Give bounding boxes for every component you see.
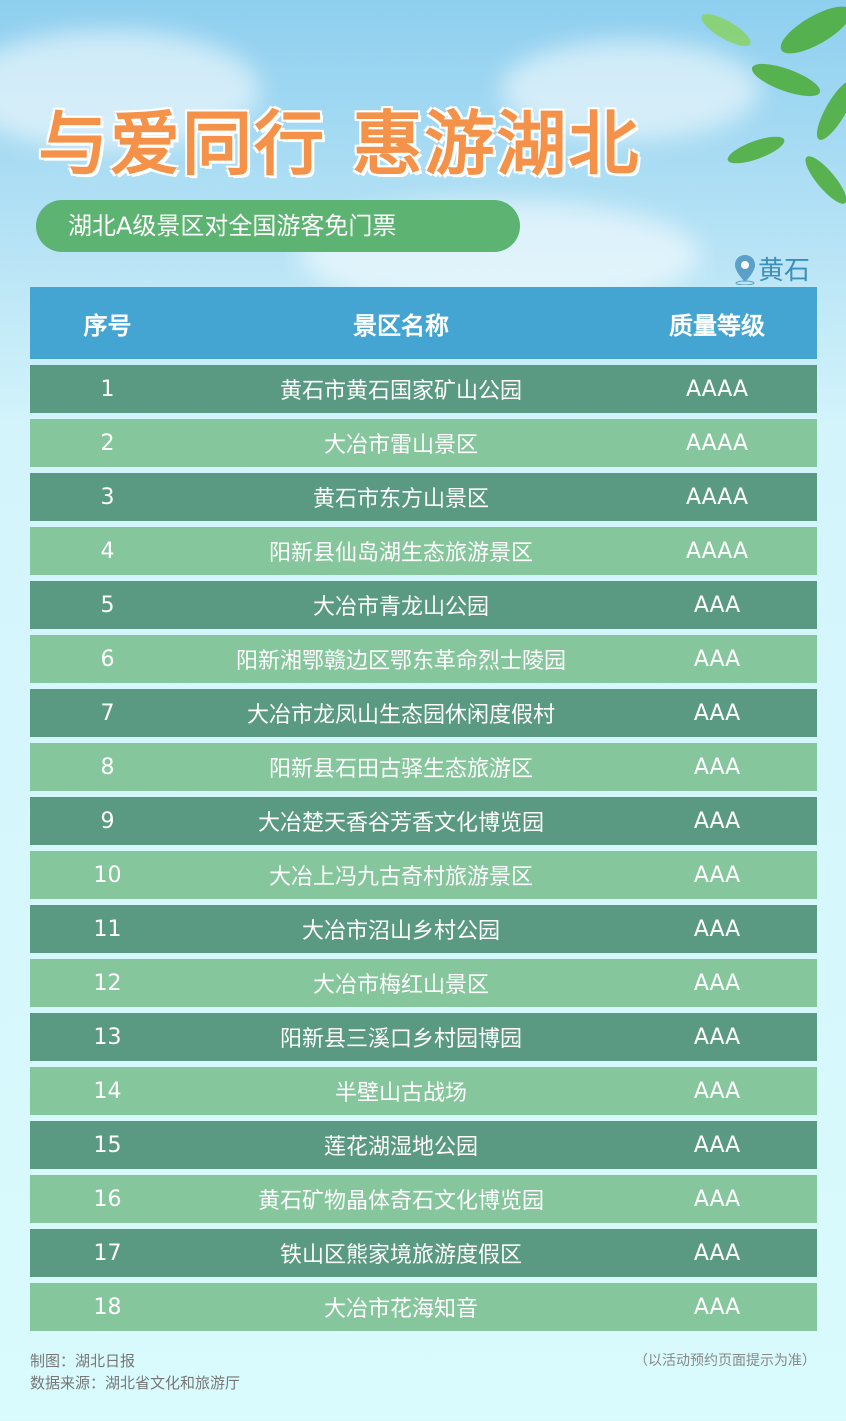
cell-grade: AAA (693, 592, 741, 618)
cell-name: 莲花湖湿地公园 (323, 1135, 478, 1160)
cell-grade: AAA (693, 754, 741, 780)
table-row: 3 黄石市东方山景区 AAAA (30, 473, 817, 521)
cell-number: 3 (100, 484, 115, 510)
cell-grade: AAA (693, 700, 741, 726)
location-label: 黄石 (732, 250, 810, 287)
cell-name: 黄石矿物晶体奇石文化博览园 (257, 1189, 544, 1214)
column-header-number: 序号 (83, 311, 132, 340)
data-source: 数据来源：湖北省文化和旅游厅 (30, 1374, 241, 1392)
cell-number: 15 (93, 1132, 122, 1158)
cell-number: 11 (93, 916, 122, 942)
cloud (500, 40, 760, 140)
location-pin-icon (734, 254, 755, 285)
cell-name: 阳新县石田古驿生态旅游区 (268, 757, 533, 782)
cell-grade: AAAA (685, 376, 749, 402)
cell-grade: AAA (693, 808, 741, 834)
cell-number: 17 (93, 1240, 122, 1266)
subtitle-banner: 湖北A级景区对全国游客免门票 (36, 200, 520, 252)
cell-number: 14 (93, 1078, 122, 1104)
cell-name: 大冶楚天香谷芳香文化博览园 (257, 811, 544, 836)
cell-name: 阳新县三溪口乡村园博园 (279, 1027, 522, 1052)
page-title: 与爱同行 惠游湖北 (38, 103, 641, 185)
footer: 制图：湖北日报 数据来源：湖北省文化和旅游厅 (30, 1350, 240, 1394)
table-row: 8 阳新县石田古驿生态旅游区 AAA (30, 743, 817, 791)
column-header-name: 景区名称 (353, 311, 449, 340)
cell-name: 黄石市黄石国家矿山公园 (279, 379, 522, 404)
cell-grade: AAAA (685, 430, 749, 456)
cell-grade: AAA (693, 1024, 741, 1050)
cell-grade: AAA (693, 916, 741, 942)
cell-grade: AAAA (685, 538, 749, 564)
table-row: 9 大冶楚天香谷芳香文化博览园 AAA (30, 797, 817, 845)
table-row: 10 大冶上冯九古奇村旅游景区 AAA (30, 851, 817, 899)
cell-name: 大冶上冯九古奇村旅游景区 (268, 865, 533, 890)
cell-name: 铁山区熊家境旅游度假区 (279, 1243, 522, 1268)
cell-grade: AAA (693, 1132, 741, 1158)
table-row: 18 大冶市花海知音 AAA (30, 1283, 817, 1331)
cell-grade: AAAA (685, 484, 749, 510)
table-row: 14 半壁山古战场 AAA (30, 1067, 817, 1115)
cell-grade: AAA (693, 862, 741, 888)
table-row: 15 莲花湖湿地公园 AAA (30, 1121, 817, 1169)
cell-number: 7 (100, 700, 115, 726)
cell-name: 大冶市雷山景区 (323, 433, 478, 458)
table-row: 2 大冶市雷山景区 AAAA (30, 419, 817, 467)
table-row: 4 阳新县仙岛湖生态旅游景区 AAAA (30, 527, 817, 575)
table-row: 13 阳新县三溪口乡村园博园 AAA (30, 1013, 817, 1061)
cell-name: 阳新县仙岛湖生态旅游景区 (268, 541, 533, 566)
cell-number: 2 (100, 430, 115, 456)
cell-number: 10 (93, 862, 122, 888)
cell-grade: AAA (693, 1294, 741, 1320)
cell-grade: AAA (693, 970, 741, 996)
cell-name: 大冶市梅红山景区 (312, 973, 489, 998)
cell-name: 半壁山古战场 (334, 1081, 467, 1106)
cell-number: 9 (100, 808, 115, 834)
cell-grade: AAA (693, 646, 741, 672)
cell-grade: AAA (693, 1240, 741, 1266)
footer-note: （以活动预约页面提示为准） (634, 1353, 816, 1369)
credit: 制图：湖北日报 (30, 1352, 136, 1370)
leaves-decoration (701, 6, 846, 204)
cell-number: 4 (100, 538, 115, 564)
table-row: 1 黄石市黄石国家矿山公园 AAAA (30, 365, 817, 413)
cell-number: 8 (100, 754, 115, 780)
table-row: 7 大冶市龙凤山生态园休闲度假村 AAA (30, 689, 817, 737)
cell-name: 大冶市青龙山公园 (312, 595, 489, 620)
location-name: 黄石 (757, 256, 810, 286)
cloud (0, 30, 260, 150)
cell-grade: AAA (693, 1078, 741, 1104)
table-header: 序号 景区名称 质量等级 (30, 287, 817, 359)
cell-grade: AAA (693, 1186, 741, 1212)
cell-number: 1 (100, 376, 115, 402)
cell-name: 黄石市东方山景区 (312, 487, 489, 512)
scenic-spot-table: 序号 景区名称 质量等级 1 黄石市黄石国家矿山公园 AAAA 2 大冶市雷山景区 AAA… (30, 287, 817, 1331)
table-row: 11 大冶市沼山乡村公园 AAA (30, 905, 817, 953)
cell-number: 16 (93, 1186, 122, 1212)
table-row: 5 大冶市青龙山公园 AAA (30, 581, 817, 629)
table-row: 16 黄石矿物晶体奇石文化博览园 AAA (30, 1175, 817, 1223)
cell-name: 大冶市龙凤山生态园休闲度假村 (246, 703, 555, 728)
cell-name: 大冶市沼山乡村公园 (301, 919, 500, 944)
cell-number: 12 (93, 970, 122, 996)
cell-name: 阳新湘鄂赣边区鄂东革命烈士陵园 (235, 649, 566, 674)
table-row: 17 铁山区熊家境旅游度假区 AAA (30, 1229, 817, 1277)
table-row: 6 阳新湘鄂赣边区鄂东革命烈士陵园 AAA (30, 635, 817, 683)
cell-number: 5 (100, 592, 115, 618)
table-row: 12 大冶市梅红山景区 AAA (30, 959, 817, 1007)
cell-number: 18 (93, 1294, 122, 1320)
cell-name: 大冶市花海知音 (323, 1297, 478, 1322)
cell-number: 13 (93, 1024, 122, 1050)
column-header-grade: 质量等级 (669, 311, 765, 340)
cell-number: 6 (100, 646, 115, 672)
